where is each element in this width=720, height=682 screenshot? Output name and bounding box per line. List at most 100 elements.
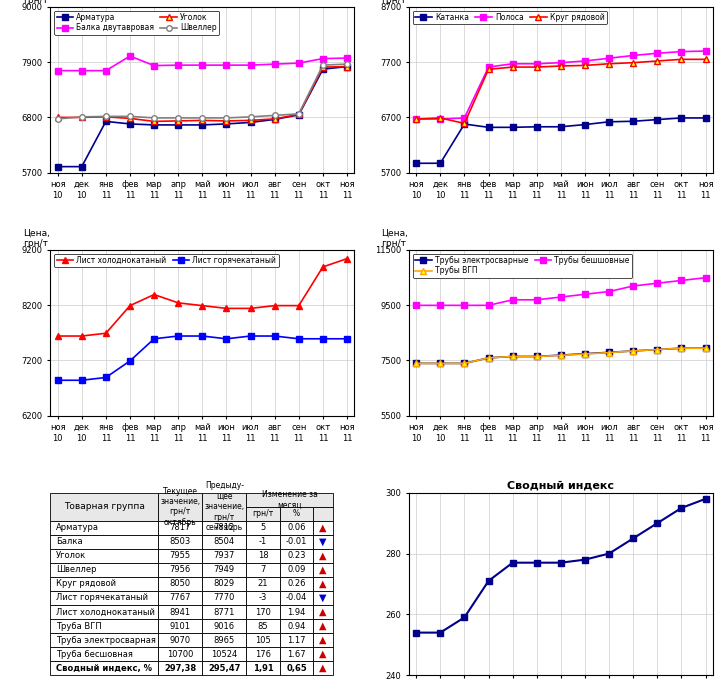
Швеллер (222, 114, 231, 122)
Трубы электросварные (701, 344, 710, 353)
Трубы бешшовные (436, 301, 445, 310)
Трубы бешшовные (605, 287, 613, 295)
Bar (50, 577, 158, 591)
Катанка (580, 121, 589, 129)
Лист холоднокатаный (294, 301, 303, 310)
Line: Швеллер: Швеллер (55, 61, 350, 121)
Bar (246, 493, 333, 507)
Трубы электросварные (677, 344, 685, 353)
Text: Труба электросварная: Труба электросварная (55, 636, 156, 644)
Трубы бешшовные (485, 301, 493, 310)
Bar (202, 647, 246, 661)
Уголок (150, 117, 158, 125)
Лист горячекатаный (343, 335, 351, 343)
Лист горячекатаный (294, 335, 303, 343)
Лист холоднокатаный (246, 304, 255, 312)
Трубы ВГП (677, 344, 685, 353)
Лист горячекатаный (53, 376, 62, 385)
Катанка (701, 114, 710, 122)
Катанка (412, 159, 420, 167)
Text: Балка: Балка (55, 537, 82, 546)
Text: 176: 176 (255, 650, 271, 659)
Text: 7937: 7937 (214, 552, 235, 561)
Швеллер (318, 61, 327, 69)
Круг рядовой (653, 57, 662, 65)
Bar (313, 563, 333, 577)
Bar (246, 605, 280, 619)
Лист холоднокатаный (222, 304, 231, 312)
Bar (50, 647, 158, 661)
Катанка (436, 159, 445, 167)
Text: Швеллер: Швеллер (55, 565, 96, 574)
Катанка (485, 123, 493, 132)
Text: 0.06: 0.06 (287, 523, 306, 533)
Bar (202, 493, 246, 521)
Text: 8965: 8965 (214, 636, 235, 644)
Bar (202, 605, 246, 619)
Балка двутавровая (270, 60, 279, 68)
Bar (202, 619, 246, 633)
Трубы ВГП (653, 346, 662, 354)
Трубы ВГП (557, 351, 565, 359)
Text: 7812: 7812 (214, 523, 235, 533)
Text: Цена,
грн/т: Цена, грн/т (382, 0, 408, 5)
Полоса (677, 48, 685, 56)
Лист горячекатаный (270, 332, 279, 340)
Bar (280, 647, 313, 661)
Text: 8941: 8941 (170, 608, 191, 617)
Полоса (629, 51, 637, 59)
Text: 8050: 8050 (170, 580, 191, 589)
Арматура (198, 121, 207, 129)
Уголок (198, 117, 207, 125)
Круг рядовой (460, 119, 469, 128)
Text: 7770: 7770 (214, 593, 235, 602)
Text: 105: 105 (255, 636, 271, 644)
Bar (280, 591, 313, 605)
Bar (202, 661, 246, 675)
Трубы ВГП (605, 349, 613, 357)
Legend: Арматура, Балка двутавровая, Уголок, Швеллер: Арматура, Балка двутавровая, Уголок, Шве… (54, 11, 220, 35)
Балка двутавровая (102, 67, 110, 75)
Text: 7949: 7949 (214, 565, 235, 574)
Bar (246, 549, 280, 563)
Bar (202, 521, 246, 535)
Bar (246, 535, 280, 549)
Text: 7: 7 (261, 565, 266, 574)
Уголок (318, 63, 327, 71)
Bar (246, 591, 280, 605)
Катанка (557, 123, 565, 131)
Text: 9016: 9016 (214, 621, 235, 631)
Bar (50, 633, 158, 647)
Уголок (270, 115, 279, 123)
Legend: Лист холоднокатаный, Лист горячекатаный: Лист холоднокатаный, Лист горячекатаный (54, 254, 279, 267)
Уголок (294, 110, 303, 119)
Line: Катанка: Катанка (413, 115, 708, 166)
Трубы бешшовные (532, 296, 541, 304)
Bar (202, 549, 246, 563)
Лист горячекатаный (174, 332, 183, 340)
Арматура (78, 162, 86, 170)
Трубы электросварные (580, 350, 589, 358)
Bar (280, 605, 313, 619)
Bar (313, 549, 333, 563)
Швеллер (174, 114, 183, 122)
Text: ▲: ▲ (320, 635, 327, 645)
Bar (158, 535, 202, 549)
Круг рядовой (532, 63, 541, 71)
Text: Товарная группа: Товарная группа (64, 502, 145, 512)
Арматура (270, 115, 279, 123)
Лист холоднокатаный (53, 332, 62, 340)
Лист холоднокатаный (318, 263, 327, 271)
Катанка (677, 114, 685, 122)
Катанка (508, 123, 517, 132)
Круг рядовой (629, 59, 637, 67)
Полоса (460, 114, 469, 122)
Лист горячекатаный (126, 357, 135, 365)
Балка двутавровая (343, 54, 351, 62)
Трубы бешшовные (677, 276, 685, 284)
Text: 9101: 9101 (170, 621, 191, 631)
Уголок (343, 63, 351, 71)
Круг рядовой (677, 55, 685, 63)
Line: Балка двутавровая: Балка двутавровая (55, 53, 350, 74)
Text: ▲: ▲ (320, 523, 327, 533)
